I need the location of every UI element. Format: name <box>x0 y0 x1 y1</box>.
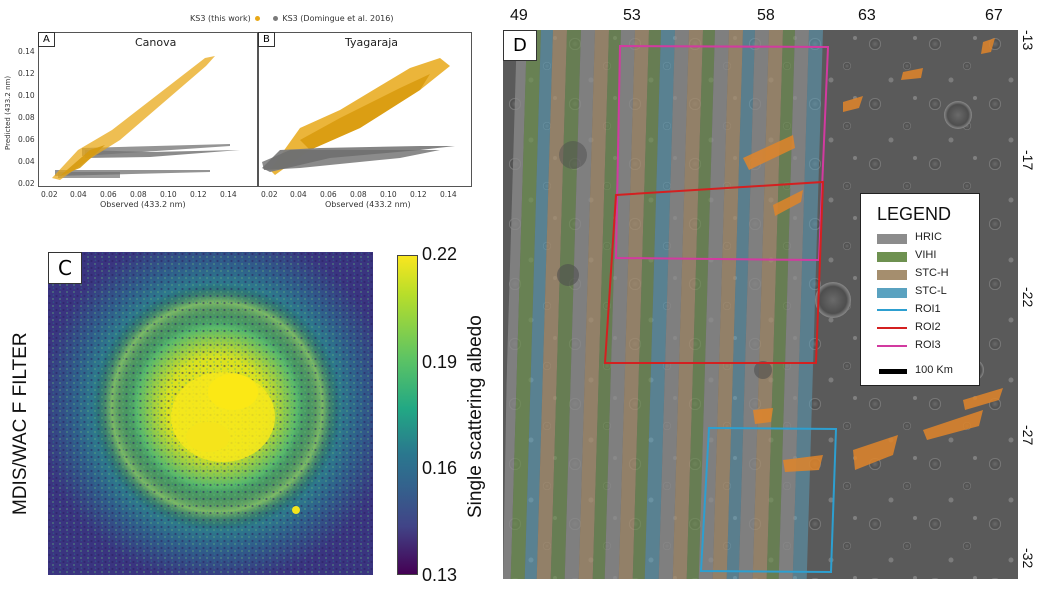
scatter-panel-b-points <box>262 58 455 175</box>
scatter-y-tick: 0.10 <box>18 91 35 100</box>
instrument-strips <box>503 30 823 579</box>
roi2-outline <box>603 180 825 364</box>
legend-label-hric: HRIC <box>915 231 942 243</box>
albedo-map-tag: C <box>48 252 82 284</box>
legend-title: LEGEND <box>877 204 952 224</box>
scatter-b-x-tick: 0.02 <box>261 190 278 199</box>
scatter-y-tick: 0.02 <box>18 179 35 188</box>
legend-swatch-stcl <box>877 288 907 298</box>
legend-label-roi1: ROI1 <box>915 303 941 315</box>
longitude-label: 63 <box>858 7 876 24</box>
scatter-y-tick: 0.14 <box>18 47 35 56</box>
longitude-label: 58 <box>757 7 775 24</box>
scatter-panel-b-frame <box>258 32 472 187</box>
legend-swatch-stch <box>877 270 907 280</box>
legend-swatch-hric <box>877 234 907 244</box>
legend-label-roi3: ROI3 <box>915 339 941 351</box>
legend-label-roi2: ROI2 <box>915 321 941 333</box>
albedo-side-title: MDIS/WAC F FILTER <box>10 332 31 515</box>
scatter-panel-b-title: Tyagaraja <box>345 36 399 49</box>
scatter-a-x-tick: 0.02 <box>41 190 58 199</box>
legend-this-work-marker <box>255 16 261 21</box>
scale-bar <box>879 369 907 374</box>
scatter-a-x-tick: 0.06 <box>100 190 117 199</box>
legend-line-roi2 <box>877 327 907 329</box>
longitude-label: 49 <box>510 7 528 24</box>
scatter-points <box>52 56 455 180</box>
longitude-label: 67 <box>985 7 1003 24</box>
scatter-panel-a-title: Canova <box>135 36 177 49</box>
scatter-a-x-tick: 0.08 <box>130 190 147 199</box>
latitude-label: -32 <box>1020 548 1036 569</box>
scatter-b-x-tick: 0.06 <box>320 190 337 199</box>
scatter-a-x-tick: 0.12 <box>190 190 207 199</box>
legend-line-roi1 <box>877 309 907 311</box>
legend-label-stcl: STC-L <box>915 285 947 297</box>
scatter-legend: KS3 (this work) KS3 (Domingue et al. 201… <box>190 14 393 23</box>
colorbar-tick: 0.13 <box>422 565 458 585</box>
colorbar-label: Single scattering albedo <box>465 315 486 518</box>
legend-label-stch: STC-H <box>915 267 949 279</box>
scatter-b-xlabel: Observed (433.2 nm) <box>325 200 411 209</box>
latitude-label: -22 <box>1020 287 1036 308</box>
latitude-label: -27 <box>1020 425 1036 446</box>
roi1-outline <box>699 426 838 574</box>
legend-label-vihi: VIHI <box>915 249 937 261</box>
scale-bar-label: 100 Km <box>915 364 953 376</box>
scatter-a-x-tick: 0.10 <box>160 190 177 199</box>
legend-line-roi3 <box>877 345 907 347</box>
scatter-b-x-tick: 0.04 <box>290 190 307 199</box>
latitude-label: -13 <box>1020 30 1036 51</box>
scatter-ylabel: Predicted (433.2 nm) <box>4 75 12 150</box>
longitude-label: 53 <box>623 7 641 24</box>
legend-swatch-vihi <box>877 252 907 262</box>
colorbar-tick: 0.19 <box>422 352 458 372</box>
coverage-legend: LEGEND HRIC VIHI STC-H STC-L ROI1 ROI2 R… <box>860 193 980 386</box>
coverage-map-tag: D <box>503 30 537 61</box>
legend-domingue-label: KS3 (Domingue et al. 2016) <box>282 14 394 23</box>
scatter-y-tick: 0.06 <box>18 135 35 144</box>
albedo-map-raster <box>48 252 373 575</box>
scatter-a-x-tick: 0.14 <box>220 190 237 199</box>
scatter-a-x-tick: 0.04 <box>70 190 87 199</box>
colorbar-tick: 0.16 <box>422 458 458 478</box>
albedo-colorbar <box>397 255 418 575</box>
scatter-panel-a-points <box>52 56 240 180</box>
legend-domingue-marker <box>272 16 278 21</box>
scatter-a-xlabel: Observed (433.2 nm) <box>100 200 186 209</box>
scatter-b-x-tick: 0.14 <box>440 190 457 199</box>
scatter-panel-a-frame <box>38 32 258 187</box>
scatter-b-x-tick: 0.12 <box>410 190 427 199</box>
colorbar-tick: 0.22 <box>422 244 458 264</box>
scatter-y-tick: 0.12 <box>18 69 35 78</box>
scatter-y-tick: 0.04 <box>18 157 35 166</box>
scatter-panel-a-tag: A <box>38 32 55 47</box>
scatter-panel-b-tag: B <box>258 32 275 47</box>
latitude-label: -17 <box>1020 150 1036 171</box>
legend-this-work-label: KS3 (this work) <box>190 14 251 23</box>
scatter-y-tick: 0.08 <box>18 113 35 122</box>
orange-patches <box>743 38 1003 472</box>
coverage-map-image: D <box>503 30 1018 579</box>
albedo-map-image: C <box>48 252 373 575</box>
scatter-b-x-tick: 0.08 <box>350 190 367 199</box>
scatter-b-x-tick: 0.10 <box>380 190 397 199</box>
scatter-figure: KS3 (this work) KS3 (Domingue et al. 201… <box>0 0 480 215</box>
